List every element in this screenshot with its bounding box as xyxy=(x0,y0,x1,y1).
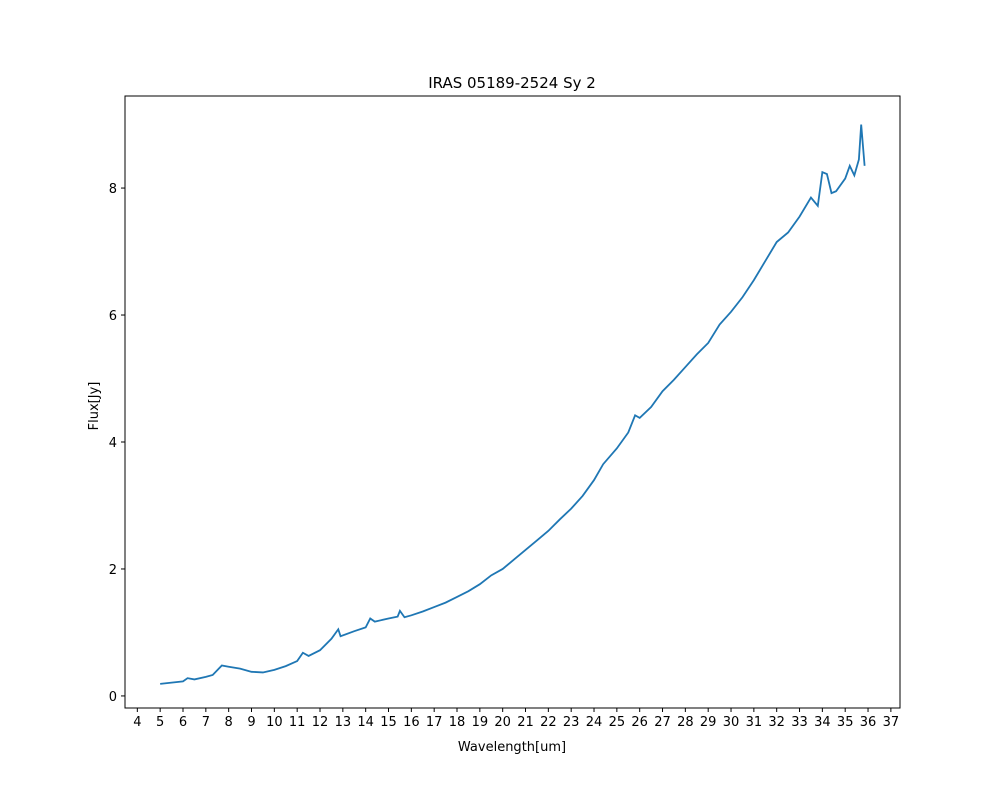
x-tick-label: 9 xyxy=(247,715,255,730)
x-tick-label: 14 xyxy=(357,715,374,730)
x-tick-label: 8 xyxy=(225,715,233,730)
y-tick-label: 6 xyxy=(109,309,117,324)
x-tick-label: 12 xyxy=(312,715,329,730)
x-tick-label: 6 xyxy=(179,715,187,730)
x-tick-label: 4 xyxy=(133,715,141,730)
x-tick-label: 31 xyxy=(746,715,763,730)
y-tick-label: 0 xyxy=(109,690,117,705)
x-tick-label: 28 xyxy=(677,715,694,730)
x-tick-label: 36 xyxy=(860,715,877,730)
y-tick-label: 2 xyxy=(109,563,117,578)
x-tick-label: 23 xyxy=(563,715,580,730)
x-tick-label: 20 xyxy=(494,715,511,730)
x-tick-label: 24 xyxy=(586,715,603,730)
x-tick-label: 30 xyxy=(723,715,740,730)
x-tick-label: 35 xyxy=(837,715,854,730)
x-tick-label: 11 xyxy=(289,715,306,730)
x-tick-label: 22 xyxy=(540,715,557,730)
x-tick-label: 29 xyxy=(700,715,717,730)
x-tick-label: 18 xyxy=(449,715,466,730)
x-tick-label: 19 xyxy=(472,715,489,730)
x-tick-label: 33 xyxy=(791,715,808,730)
x-tick-label: 27 xyxy=(654,715,671,730)
x-tick-label: 26 xyxy=(631,715,648,730)
data-line xyxy=(160,124,866,685)
y-tick-label: 8 xyxy=(109,182,117,197)
x-tick-label: 21 xyxy=(517,715,534,730)
x-tick-label: 15 xyxy=(380,715,397,730)
x-tick-label: 32 xyxy=(768,715,785,730)
x-tick-label: 25 xyxy=(609,715,626,730)
x-tick-label: 34 xyxy=(814,715,831,730)
x-tick-label: 16 xyxy=(403,715,420,730)
x-tick-label: 7 xyxy=(202,715,210,730)
y-tick-label: 4 xyxy=(109,436,117,451)
x-tick-label: 5 xyxy=(156,715,164,730)
x-tick-label: 10 xyxy=(266,715,283,730)
x-axis-label: Wavelength[um] xyxy=(458,740,566,755)
x-tick-label: 17 xyxy=(426,715,443,730)
y-axis-label: Flux[Jy] xyxy=(87,382,102,431)
plot-frame xyxy=(124,95,901,709)
chart-title: IRAS 05189-2524 Sy 2 xyxy=(428,74,596,92)
x-tick-label: 37 xyxy=(883,715,900,730)
x-tick-label: 13 xyxy=(335,715,352,730)
